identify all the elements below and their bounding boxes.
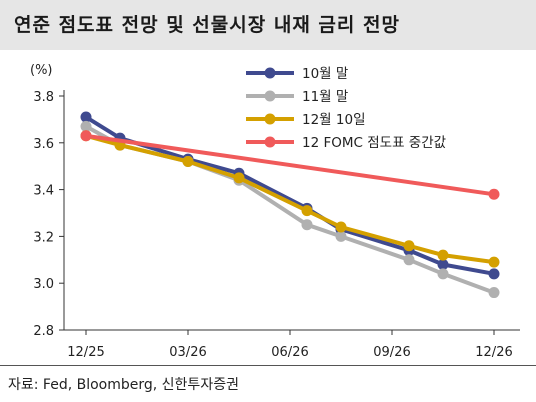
legend-swatch-marker <box>264 136 276 148</box>
y-tick-label: 3.2 <box>33 230 54 245</box>
data-point <box>488 287 500 299</box>
y-tick-label: 3.8 <box>33 90 54 105</box>
data-point <box>233 172 245 184</box>
legend-swatch-marker <box>264 90 276 102</box>
legend-item: 11월 말 <box>246 89 348 105</box>
data-point <box>488 256 500 268</box>
data-point <box>335 230 347 242</box>
data-point <box>301 219 313 231</box>
x-tick-label: 12/25 <box>67 345 104 360</box>
y-axis-label: (%) <box>30 63 53 78</box>
legend-item: 10월 말 <box>246 66 348 82</box>
data-point <box>335 221 347 233</box>
data-point <box>437 249 449 261</box>
chart-title: 연준 점도표 전망 및 선물시장 내재 금리 전망 <box>14 14 400 36</box>
series-line <box>85 133 495 197</box>
series-4 <box>80 130 500 200</box>
legend-item: 12월 10일 <box>246 112 366 128</box>
legend-label: 10월 말 <box>302 66 348 82</box>
source-divider <box>0 365 536 366</box>
y-tick-label: 3.6 <box>33 137 54 152</box>
data-point <box>182 156 194 168</box>
data-point <box>80 120 92 132</box>
data-point <box>403 254 415 266</box>
legend-swatch-marker <box>264 67 276 79</box>
data-point <box>80 130 92 142</box>
data-point <box>488 188 500 200</box>
data-point <box>80 111 92 123</box>
x-tick-label: 12/26 <box>475 345 512 360</box>
legend-swatch-marker <box>264 113 276 125</box>
data-point <box>488 268 500 280</box>
x-tick-label: 03/26 <box>169 345 206 360</box>
source-note: 자료: Fed, Bloomberg, 신한투자증권 <box>8 377 239 393</box>
legend-item: 12 FOMC 점도표 중간값 <box>246 135 446 151</box>
data-point <box>437 268 449 280</box>
x-tick-label: 06/26 <box>271 345 308 360</box>
y-tick-label: 3.0 <box>33 277 54 292</box>
legend: 10월 말 11월 말 12월 10일 12 FOMC 점도표 중간값 <box>246 66 446 151</box>
legend-label: 11월 말 <box>302 89 348 105</box>
data-point <box>403 240 415 252</box>
line-chart: (%) 2.8 3.0 3.2 3.4 3.6 3.8 12/25 03/26 06/26 09/2… <box>30 63 520 360</box>
x-tick-label: 09/26 <box>373 345 410 360</box>
chart-axes: (%) 2.8 3.0 3.2 3.4 3.6 3.8 12/25 03/26 06/26 09/2… <box>30 63 520 360</box>
data-point <box>437 258 449 270</box>
series-layer <box>80 111 500 299</box>
y-tick-label: 2.8 <box>33 324 54 339</box>
legend-label: 12 FOMC 점도표 중간값 <box>302 135 446 151</box>
legend-label: 12월 10일 <box>302 112 366 128</box>
title-bar: 연준 점도표 전망 및 선물시장 내재 금리 전망 <box>0 0 536 50</box>
data-point <box>301 205 313 217</box>
y-tick-label: 3.4 <box>33 184 54 199</box>
